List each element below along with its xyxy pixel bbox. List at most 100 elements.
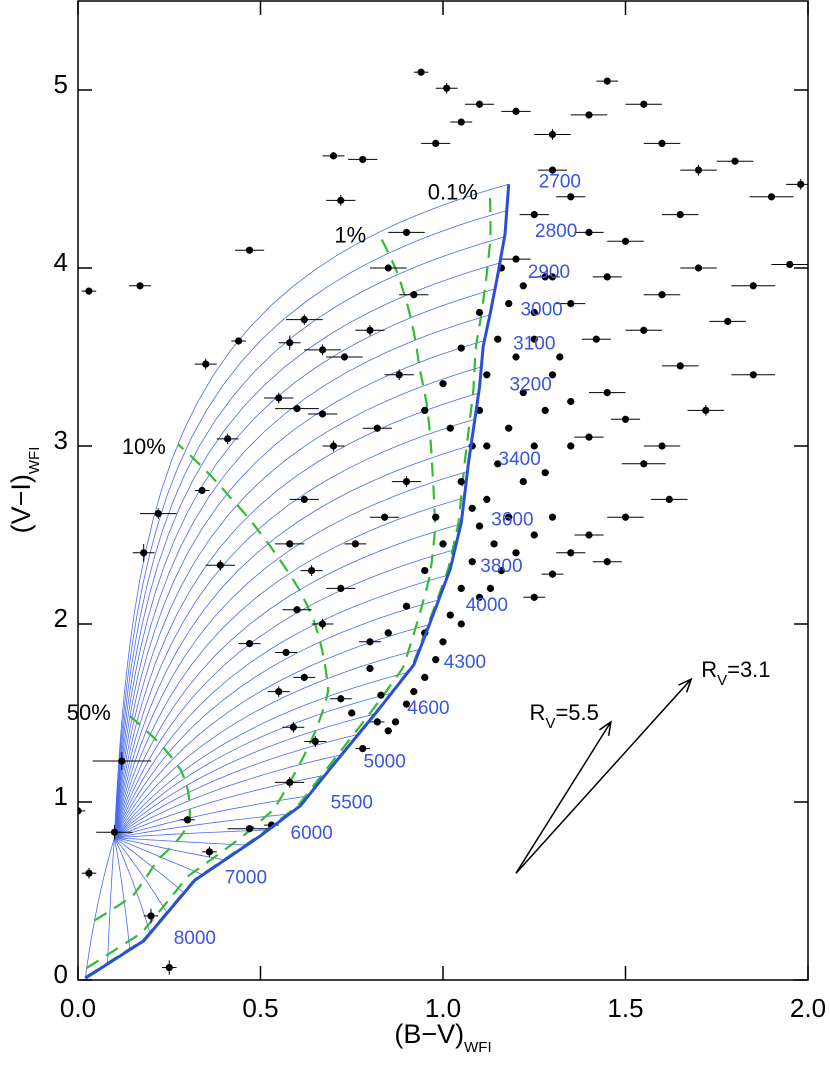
y-tick-label: 3 — [54, 425, 68, 455]
data-point — [421, 406, 429, 414]
data-point — [224, 435, 232, 443]
data-point — [603, 389, 611, 397]
data-point — [183, 816, 192, 824]
data-point — [457, 584, 465, 593]
data-point — [275, 394, 283, 402]
reddening-label-tail: =5.5 — [555, 700, 598, 725]
data-point — [395, 371, 403, 379]
data-point — [293, 606, 301, 614]
data-point — [245, 639, 254, 648]
data-point — [475, 522, 484, 530]
temperature-label: 5500 — [331, 793, 373, 814]
data-point — [548, 570, 557, 578]
data-point — [530, 593, 538, 601]
x-axis-label-base: (B−V) — [394, 1019, 464, 1049]
data-point — [603, 273, 611, 281]
y-axis-label-sub: WFI — [26, 447, 43, 475]
data-point — [329, 442, 338, 450]
data-point — [494, 460, 502, 468]
data-point — [585, 531, 593, 539]
data-point — [373, 718, 381, 726]
x-tick-label: 0.0 — [60, 993, 96, 1023]
data-point — [567, 397, 575, 406]
data-point — [85, 869, 93, 877]
data-point — [311, 737, 319, 746]
fraction-contour — [84, 232, 437, 979]
data-point — [530, 442, 538, 450]
data-point — [468, 504, 476, 512]
data-point — [446, 611, 454, 619]
data-point — [483, 442, 491, 450]
data-point — [665, 495, 673, 503]
data-point — [318, 620, 327, 628]
data-point — [286, 778, 294, 787]
data-point — [694, 264, 703, 272]
reddening-vector — [515, 677, 693, 874]
data-point — [468, 558, 476, 566]
data-point — [567, 193, 575, 201]
data-point — [391, 718, 400, 726]
data-point — [567, 442, 575, 450]
data-point — [457, 478, 465, 486]
data-point — [337, 695, 345, 703]
data-point — [475, 308, 484, 317]
data-point — [300, 316, 308, 324]
y-tick-label: 1 — [54, 781, 68, 811]
data-point — [205, 848, 213, 856]
fraction-contour — [94, 709, 191, 922]
data-point — [421, 673, 429, 682]
data-point — [592, 335, 600, 343]
data-point — [235, 337, 243, 345]
data-point — [603, 77, 611, 85]
mixing-line — [114, 366, 482, 838]
data-point — [475, 593, 484, 601]
y-tick-label: 5 — [54, 69, 68, 99]
data-point — [505, 513, 513, 521]
x-tick-label: 0.5 — [242, 993, 278, 1023]
data-point — [519, 478, 527, 486]
data-point — [621, 513, 630, 521]
data-point — [443, 84, 451, 92]
data-point — [432, 656, 440, 664]
temperature-label: 4000 — [466, 595, 508, 616]
reddening-label-sub: V — [545, 715, 555, 732]
reddening-label-base: R — [701, 657, 717, 682]
data-point — [530, 335, 538, 343]
plot-area — [78, 68, 808, 980]
reddening-label: RV=3.1 — [701, 657, 770, 689]
data-point — [165, 963, 173, 972]
temperature-label: 2900 — [528, 262, 570, 283]
data-point — [519, 389, 527, 397]
fraction-contour — [86, 443, 330, 969]
data-point — [329, 152, 338, 160]
data-point — [377, 691, 385, 699]
data-point — [486, 584, 495, 593]
data-point — [384, 727, 392, 735]
data-point — [300, 673, 308, 682]
mixing-line — [114, 549, 455, 838]
data-point — [282, 648, 290, 657]
data-point — [432, 513, 440, 521]
x-axis-label-sub: WFI — [464, 1039, 492, 1056]
y-axis-label-base: (V−I) — [6, 474, 36, 533]
data-point — [548, 130, 557, 139]
data-point — [439, 380, 447, 388]
fraction-label: 0.1% — [428, 180, 478, 205]
temperature-label: 8000 — [174, 928, 216, 949]
data-point — [118, 757, 126, 765]
data-point — [512, 353, 520, 361]
data-point — [603, 558, 611, 566]
fraction-label: 1% — [334, 222, 366, 247]
data-point — [640, 100, 648, 108]
data-point — [483, 371, 491, 379]
x-axis-label: (B−V)WFI — [394, 1019, 491, 1056]
data-point — [658, 442, 666, 450]
data-point — [530, 211, 538, 219]
data-point — [676, 211, 684, 219]
data-point — [340, 353, 349, 361]
data-point — [541, 469, 549, 477]
data-point — [497, 567, 505, 575]
data-point — [318, 346, 327, 354]
data-point — [585, 433, 593, 441]
